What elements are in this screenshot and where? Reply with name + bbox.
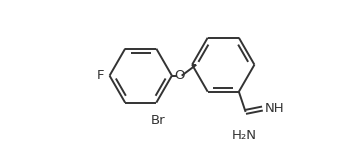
Text: H₂N: H₂N	[232, 129, 256, 142]
Text: F: F	[97, 69, 104, 82]
Text: Br: Br	[151, 114, 165, 127]
Text: O: O	[174, 69, 185, 82]
Text: NH: NH	[265, 102, 284, 115]
